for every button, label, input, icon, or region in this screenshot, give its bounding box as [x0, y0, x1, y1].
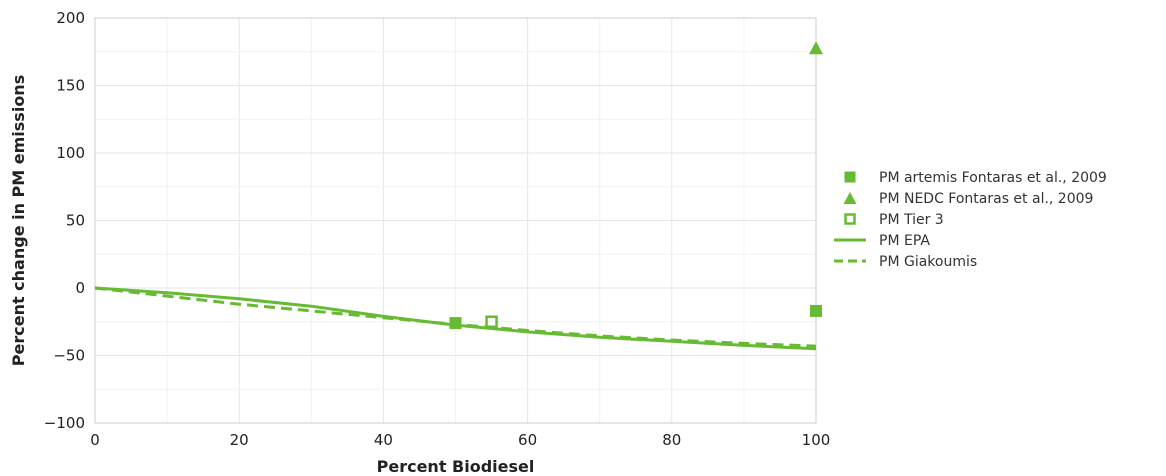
y-tick-label: 100 — [56, 144, 85, 162]
data-point — [449, 317, 462, 330]
y-tick-label: −50 — [53, 347, 85, 365]
x-tick-label: 80 — [662, 431, 681, 449]
data-point — [809, 41, 823, 55]
x-tick-label: 60 — [518, 431, 537, 449]
data-marks — [94, 41, 823, 351]
legend-label: PM Giakoumis — [879, 254, 977, 270]
legend-marker — [844, 171, 856, 183]
legend-label: PM Tier 3 — [879, 212, 944, 228]
x-tick-label: 40 — [374, 431, 393, 449]
legend-label: PM EPA — [879, 233, 930, 249]
legend-marker — [843, 191, 857, 205]
grid — [94, 17, 817, 424]
tick-labels: 0 20 40 60 80 100 −100 −50 0 50 100 150 200 — [44, 9, 831, 449]
data-point — [485, 315, 498, 328]
y-tick-label: 200 — [56, 9, 85, 27]
x-tick-label: 20 — [230, 431, 249, 449]
y-tick-label: 50 — [66, 212, 85, 230]
legend-label: PM NEDC Fontaras et al., 2009 — [879, 191, 1093, 207]
x-axis-title: Percent Biodiesel — [377, 457, 535, 476]
legend-marker — [844, 213, 856, 225]
y-tick-label: −100 — [44, 414, 85, 432]
data-point — [810, 304, 822, 317]
x-tick-label: 0 — [90, 431, 100, 449]
y-tick-label: 0 — [75, 279, 85, 297]
x-tick-label: 100 — [802, 431, 831, 449]
plot-frame — [94, 17, 817, 424]
legend-label: PM artemis Fontaras et al., 2009 — [879, 170, 1107, 186]
legend: PM artemis Fontaras et al., 2009 PM NEDC … — [834, 170, 1107, 270]
y-axis-title: Percent change in PM emissions — [9, 75, 28, 366]
y-tick-label: 150 — [56, 77, 85, 95]
